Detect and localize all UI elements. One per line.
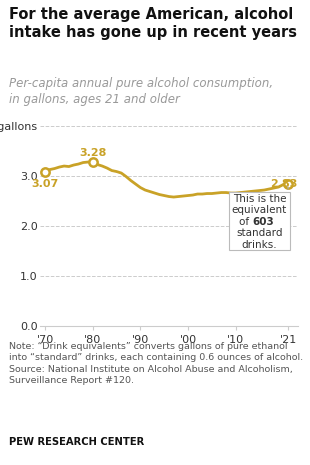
Text: PEW RESEARCH CENTER: PEW RESEARCH CENTER: [9, 437, 144, 447]
Text: standard: standard: [236, 228, 283, 238]
Text: 3.28: 3.28: [79, 147, 106, 158]
Text: equivalent: equivalent: [232, 205, 287, 215]
Text: drinks.: drinks.: [242, 239, 277, 250]
Text: Per-capita annual pure alcohol consumption,
in gallons, ages 21 and older: Per-capita annual pure alcohol consumpti…: [9, 77, 273, 106]
Text: For the average American, alcohol
intake has gone up in recent years: For the average American, alcohol intake…: [9, 7, 297, 40]
FancyBboxPatch shape: [228, 192, 290, 250]
Text: Note: “Drink equivalents” converts gallons of pure ethanol
into “standard” drink: Note: “Drink equivalents” converts gallo…: [9, 342, 303, 385]
Text: This is the: This is the: [233, 193, 286, 204]
Text: 2.83: 2.83: [270, 179, 298, 189]
Text: 3.07: 3.07: [31, 179, 59, 188]
Text: 603: 603: [252, 217, 274, 226]
Text: of: of: [239, 217, 252, 226]
